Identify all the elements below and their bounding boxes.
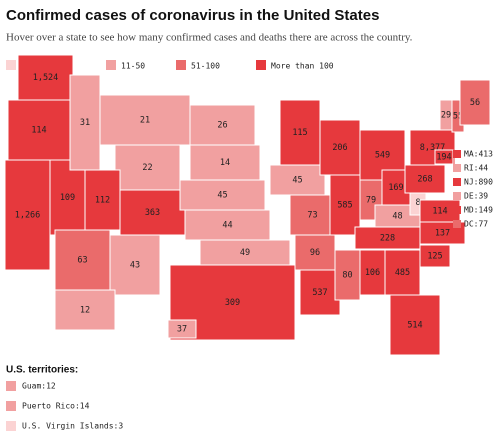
state-value: 79: [366, 196, 376, 206]
state[interactable]: [119, 189, 186, 236]
state-value: 21: [140, 116, 150, 126]
state-value: 49: [240, 248, 250, 258]
state[interactable]: [419, 244, 451, 268]
legend-swatch: [106, 60, 116, 70]
legend-swatch: [256, 60, 266, 70]
state[interactable]: [54, 289, 116, 331]
small-state-label: MA:413: [464, 150, 493, 159]
state-value: 114: [432, 207, 447, 217]
state-value: 537: [312, 288, 327, 298]
state-value: 29: [441, 111, 451, 121]
state-value: 309: [225, 298, 240, 308]
state-value: 169: [388, 183, 403, 193]
small-state-swatch[interactable]: [453, 206, 461, 214]
state-value: 115: [292, 128, 307, 138]
state-value: 44: [222, 221, 232, 231]
state[interactable]: [184, 209, 271, 241]
state[interactable]: [334, 249, 361, 301]
small-state-swatch[interactable]: [453, 164, 461, 172]
state-value: 22: [142, 163, 152, 173]
territory-label: Puerto Rico:14: [22, 402, 90, 411]
territory-swatch[interactable]: [6, 381, 16, 391]
state-value: 112: [95, 196, 110, 206]
state-value: 37: [177, 325, 187, 335]
title: Confirmed cases of coronavirus in the Un…: [6, 7, 379, 24]
legend-swatch: [176, 60, 186, 70]
state-value: 485: [395, 268, 410, 278]
state[interactable]: [359, 249, 386, 296]
state[interactable]: [7, 99, 71, 161]
state-value: 1,266: [15, 211, 41, 221]
small-state-label: RI:44: [464, 164, 488, 173]
state[interactable]: [167, 319, 197, 339]
state[interactable]: [384, 249, 421, 296]
state-value: 363: [145, 208, 160, 218]
small-state-swatch[interactable]: [453, 150, 461, 158]
state-value: 96: [310, 248, 320, 258]
legend-label: 51-100: [191, 62, 220, 71]
state[interactable]: [294, 234, 336, 271]
state-value: 73: [307, 211, 317, 221]
small-state-label: DE:39: [464, 192, 488, 201]
small-state-label: DC:77: [464, 220, 488, 229]
small-state-swatch[interactable]: [453, 192, 461, 200]
small-state-swatch[interactable]: [453, 220, 461, 228]
state-value: 585: [337, 201, 352, 211]
state[interactable]: [289, 194, 336, 236]
state[interactable]: [109, 234, 161, 296]
state-value: 43: [130, 261, 140, 271]
territory-label: U.S. Virgin Islands:3: [22, 422, 123, 431]
state-value: 125: [427, 252, 442, 262]
state-value: 106: [365, 268, 380, 278]
state[interactable]: [389, 294, 441, 356]
territory-label: Guam:12: [22, 382, 56, 391]
state[interactable]: [199, 239, 291, 266]
legend-swatch: [6, 60, 16, 70]
state[interactable]: [459, 79, 491, 126]
state[interactable]: [179, 179, 266, 211]
state-value: 137: [435, 229, 450, 239]
state-value: 8,377: [420, 143, 446, 153]
state-value: 63: [77, 256, 87, 266]
state-value: 48: [392, 212, 402, 222]
legend-label: More than 100: [271, 62, 334, 71]
state-value: 45: [292, 176, 302, 186]
state-value: 26: [217, 121, 227, 131]
state[interactable]: [269, 164, 326, 196]
small-state-swatch[interactable]: [453, 178, 461, 186]
state-value: 1,524: [33, 73, 59, 83]
state-value: 80: [342, 271, 352, 281]
state-value: 549: [375, 151, 390, 161]
territories-title: U.S. territories:: [6, 365, 78, 376]
small-state-label: MD:149: [464, 206, 493, 215]
small-state-label: NJ:890: [464, 178, 493, 187]
state[interactable]: [404, 164, 446, 194]
state-value: 8: [415, 198, 420, 208]
state[interactable]: [329, 174, 361, 236]
state[interactable]: [84, 169, 121, 231]
state-value: 228: [380, 234, 395, 244]
state-value: 114: [31, 126, 46, 136]
state-value: 55: [453, 112, 463, 122]
state-value: 14: [220, 158, 230, 168]
state-value: 206: [332, 143, 347, 153]
state-value: 268: [417, 175, 432, 185]
state-value: 514: [407, 321, 422, 331]
state-value: 56: [470, 98, 480, 108]
state[interactable]: [319, 119, 361, 176]
state-value: 45: [217, 191, 227, 201]
subtitle: Hover over a state to see how many confi…: [6, 32, 413, 44]
territory-swatch[interactable]: [6, 401, 16, 411]
state[interactable]: [279, 99, 321, 166]
state-value: 109: [60, 193, 75, 203]
legend-label: 11-50: [121, 62, 145, 71]
state[interactable]: [189, 144, 261, 181]
state-value: 31: [80, 118, 90, 128]
state[interactable]: [54, 229, 111, 291]
state-value: 194: [436, 153, 451, 163]
territory-swatch[interactable]: [6, 421, 16, 431]
state-value: 12: [80, 306, 90, 316]
